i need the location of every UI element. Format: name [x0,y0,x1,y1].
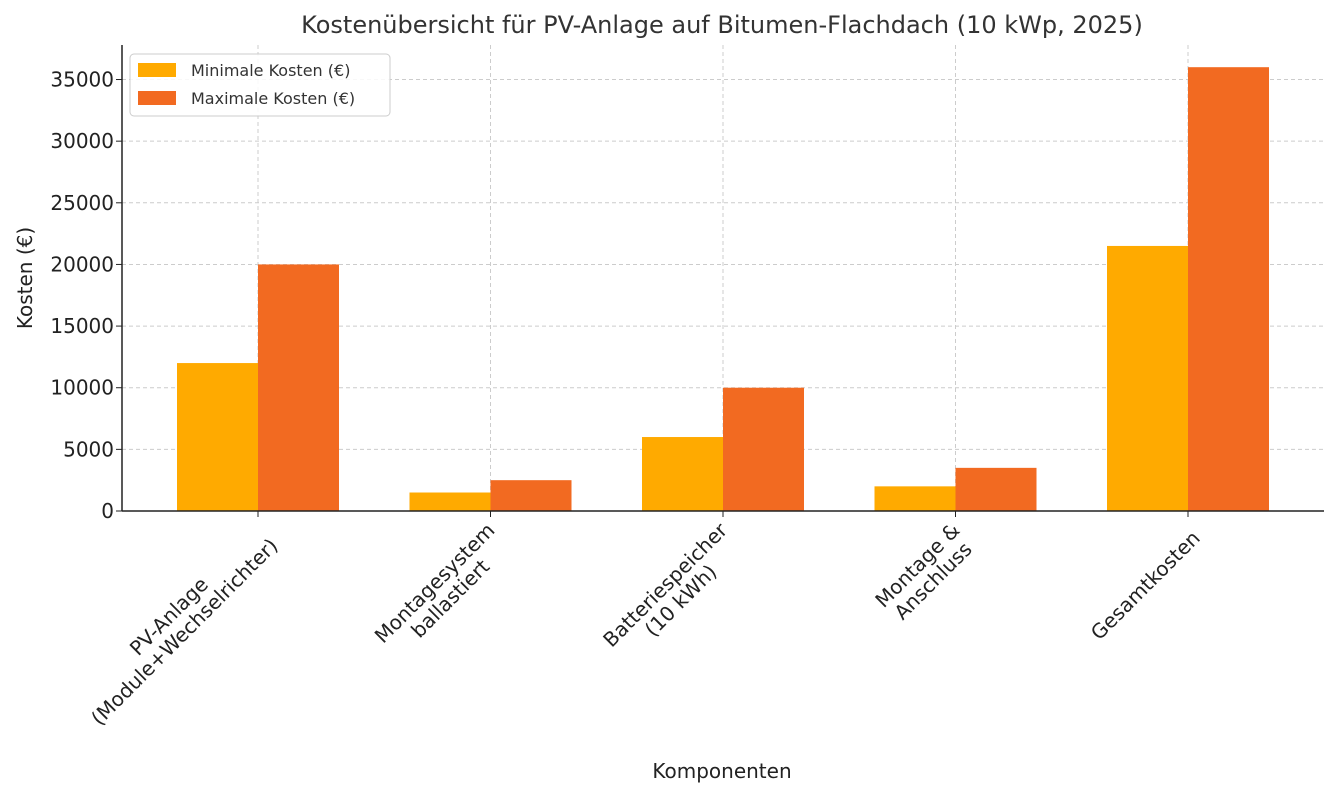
bar-max-2 [490,480,572,511]
x-tick-label: Montagesystemballastiert [370,518,515,663]
bar-min-5 [1107,245,1188,511]
x-tick-label: Gesamtkosten [1086,526,1205,645]
bar-min-1 [177,363,258,511]
legend-label-min: Minimale Kosten (€) [191,61,350,80]
x-tick-label-line: Gesamtkosten [1086,526,1205,645]
y-tick-label: 5000 [63,437,114,461]
y-tick-label: 35000 [50,68,114,92]
chart-title: Kostenübersicht für PV-Anlage auf Bitume… [301,11,1143,39]
y-tick-label: 15000 [50,314,114,338]
bar-min-4 [874,486,956,511]
legend-swatch-min [138,63,176,77]
y-tick-label: 10000 [50,376,114,400]
x-axis-label: Komponenten [652,759,791,783]
legend-label-max: Maximale Kosten (€) [191,89,355,108]
legend: Minimale Kosten (€) Maximale Kosten (€) [129,53,391,117]
x-tick-label: PV-Anlage(Module+Wechselrichter) [71,518,283,730]
x-tick-label: Batteriespeicher(10 kWh) [598,517,748,667]
bar-min-2 [409,492,491,511]
legend-frame [129,53,391,117]
y-tick-label: 30000 [50,129,114,153]
x-tick-label-line: (Module+Wechselrichter) [86,534,282,730]
y-axis-label: Kosten (€) [13,227,37,329]
legend-swatch-max [138,91,176,105]
bar-max-3 [723,387,804,511]
bar-max-4 [955,467,1037,511]
y-tick-label: 25000 [50,191,114,215]
y-tick-label: 0 [101,499,114,523]
bar-min-3 [642,437,723,511]
x-tick-label: Montage &Anschluss [870,518,980,628]
y-tick-label: 20000 [50,252,114,276]
bar-max-5 [1188,67,1269,511]
bars-layer [177,67,1269,511]
bar-max-1 [258,264,339,511]
